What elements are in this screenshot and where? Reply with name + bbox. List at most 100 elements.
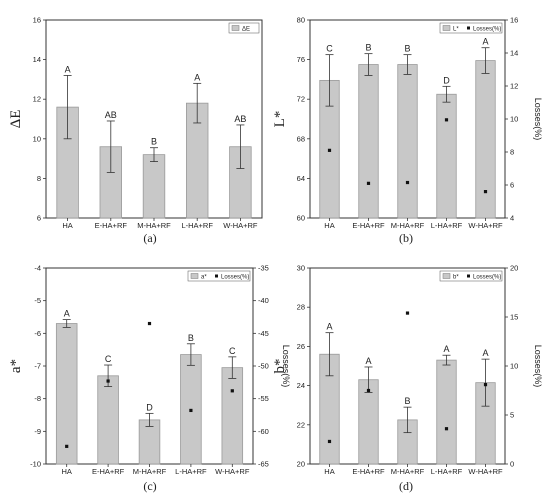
y2-tick-label: 4 [510, 214, 514, 223]
y2-tick-label: -45 [258, 329, 269, 338]
chart-panel-2: CHABE-HA+RFBM-HA+RFDL-HA+RFAW-HA+RF60646… [272, 16, 543, 246]
legend-box [439, 270, 503, 282]
x-tick-label: HA [61, 467, 71, 476]
y2-axis-title: Losses(%) [533, 345, 543, 388]
bar-E-HA+RF [97, 375, 119, 465]
x-tick-label: W-HA+RF [468, 221, 503, 230]
x-tick-label: M-HA+RF [391, 467, 425, 476]
y-tick-label: 30 [297, 264, 305, 273]
significance-letter: A [482, 348, 488, 358]
y-tick-label: 10 [33, 134, 41, 143]
y-tick-label: 20 [297, 460, 305, 469]
significance-letter: AB [105, 110, 117, 120]
legend-label: Losses(%) [221, 275, 249, 281]
x-tick-label: HA [324, 467, 334, 476]
losses-point [444, 427, 449, 431]
legend-box [187, 270, 251, 282]
y-axis-title: ΔE [8, 110, 24, 129]
legend-label: ΔE [242, 27, 250, 33]
legend-bar-swatch [231, 25, 240, 31]
legend-bar-swatch [442, 25, 451, 31]
panel-label: (b) [399, 231, 413, 245]
losses-point [366, 181, 371, 185]
significance-letter: AB [234, 114, 246, 124]
y-tick-label: 68 [297, 134, 305, 143]
y2-tick-label: -65 [258, 460, 269, 469]
bar-W-HA+RF [221, 367, 244, 465]
significance-letter: A [482, 37, 488, 47]
y2-tick-label: 15 [510, 313, 518, 322]
y-tick-label: -10 [30, 460, 41, 469]
losses-point [483, 190, 488, 194]
y2-axis-title: Losses(%) [281, 345, 291, 388]
y-tick-label: -7 [34, 362, 41, 371]
losses-point [327, 148, 332, 152]
y-tick-label: 72 [297, 95, 305, 104]
x-tick-label: E-HA+RF [92, 467, 125, 476]
y-axis-title: L* [272, 111, 288, 128]
y2-tick-label: 5 [510, 411, 514, 420]
losses-point [65, 444, 69, 448]
losses-point [444, 118, 449, 122]
significance-letter: A [194, 72, 200, 82]
legend-bar-swatch [442, 273, 451, 279]
losses-point [230, 389, 234, 393]
significance-letter: A [443, 344, 449, 354]
y2-tick-label: 10 [510, 115, 518, 124]
chart-panel-1: A HA AB E-HA+RF B M-HA+RF A L-HA+RF AB W-HA+RF 6 8 1… [8, 16, 263, 245]
y-axis-title: a* [8, 359, 24, 373]
significance-letter: B [151, 137, 157, 147]
y-tick-label: 8 [37, 174, 41, 183]
y2-tick-label: 20 [510, 264, 518, 273]
legend-label: Losses(%) [473, 275, 501, 281]
y-tick-label: 24 [297, 381, 305, 390]
x-tick-label: L-HA+RF [431, 467, 463, 476]
y-tick-label: 14 [33, 55, 41, 64]
x-tick-label: W-HA+RF [223, 221, 258, 230]
significance-letter: B [404, 396, 410, 406]
y2-tick-label: -40 [258, 296, 269, 305]
panel-label: (a) [143, 231, 156, 245]
y2-axis-title: Losses(%) [533, 98, 543, 141]
y2-tick-label: 14 [510, 49, 518, 58]
y2-tick-label: 6 [510, 181, 514, 190]
y-tick-label: 22 [297, 420, 305, 429]
x-tick-label: M-HA+RF [391, 221, 425, 230]
bar-M-HA+RF [397, 64, 418, 219]
y2-tick-label: 12 [510, 82, 518, 91]
significance-letter: C [326, 44, 333, 54]
panel-label: (c) [143, 479, 156, 493]
legend-point-swatch [215, 274, 218, 278]
x-tick-label: L-HA+RF [181, 221, 213, 230]
x-tick-label: M-HA+RF [137, 221, 171, 230]
significance-letter: A [326, 322, 332, 332]
bar-M-HA+RF [142, 154, 166, 219]
x-tick-label: W-HA+RF [468, 467, 503, 476]
significance-letter: C [105, 354, 112, 364]
legend-label: L* [453, 27, 459, 33]
y-tick-label: -9 [34, 427, 41, 436]
y-tick-label: -5 [34, 296, 41, 305]
y-tick-label: 12 [33, 95, 41, 104]
legend-label: Losses(%) [473, 27, 501, 33]
x-tick-label: HA [324, 221, 334, 230]
losses-point [405, 311, 410, 315]
losses-point [106, 379, 110, 383]
significance-letter: A [365, 356, 371, 366]
significance-letter: B [365, 43, 371, 53]
y2-tick-label: -50 [258, 362, 269, 371]
losses-point [405, 180, 410, 185]
legend-label: b* [453, 275, 459, 281]
x-tick-label: L-HA+RF [431, 221, 463, 230]
chart-panel-3: A HA C E-HA+RF D M-HA+RF B L-HA+RF C W-HA+RF -10 -9… [8, 264, 291, 494]
significance-letter: B [188, 333, 194, 343]
losses-point [189, 408, 193, 413]
legend-label: a* [201, 275, 207, 281]
bar-E-HA+RF [358, 64, 379, 219]
legend-box [439, 22, 503, 34]
bar-HA [55, 323, 78, 465]
losses-point [366, 388, 371, 393]
y-tick-label: -6 [34, 329, 41, 338]
y-tick-label: 76 [297, 55, 305, 64]
